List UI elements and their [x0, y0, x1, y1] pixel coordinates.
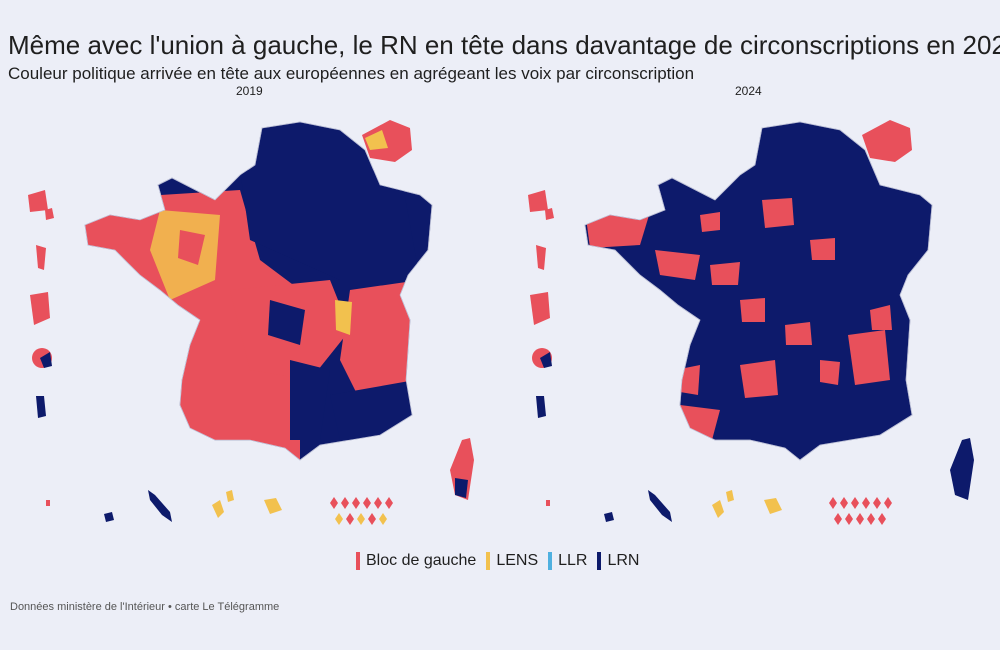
legend-swatch-gauche [356, 552, 360, 570]
region-gauche-rouen-2024 [700, 212, 720, 232]
map-2024-label: 2024 [735, 84, 762, 98]
legend: Bloc de gauche LENS LLR LRN [356, 552, 639, 570]
region-gauche-west-2019 [178, 230, 205, 265]
guadeloupe-2024 [528, 190, 548, 212]
legend-item-llr: LLR [548, 552, 587, 570]
region-rn-center-2019 [268, 300, 305, 345]
region-gauche-tours-2024 [710, 262, 740, 285]
guyane-2019 [30, 292, 50, 325]
consular-diamond [335, 513, 343, 525]
map-2019-label: 2019 [236, 84, 263, 98]
consular-diamond [845, 513, 853, 525]
legend-swatch-rn [597, 552, 602, 570]
region-gauche-grenoble-2024 [870, 305, 892, 330]
source-note: Données ministère de l'Intérieur • carte… [10, 601, 280, 613]
region-gauche-limoges-2024 [740, 298, 765, 322]
paris-inset-2019 [362, 120, 412, 162]
region-gauche-toulouse-2024 [740, 360, 778, 398]
small-territory-2024 [546, 500, 550, 506]
legend-item-rn: LRN [597, 552, 639, 570]
region-ens-lyon-2019 [335, 300, 352, 335]
new-caledonia-2024 [648, 490, 672, 522]
france-mainland-2024 [584, 121, 933, 461]
region-gauche-brittany-2024 [585, 210, 650, 248]
map-2019 [28, 120, 474, 525]
consular-diamond [862, 497, 870, 509]
polynesia-2019 [212, 500, 224, 518]
consular-diamond [363, 497, 371, 509]
consular-diamond [884, 497, 892, 509]
region-gauche-lyon-2024 [848, 330, 890, 385]
consular-diamond [346, 513, 354, 525]
consular-diamond [330, 497, 338, 509]
region-gauche-bordeaux-2024 [675, 365, 700, 395]
legend-swatch-llr [548, 552, 553, 570]
legend-item-gauche: Bloc de gauche [356, 552, 476, 570]
region-gauche-dijon-2024 [810, 238, 835, 260]
region-rn-se-2019 [330, 380, 415, 440]
consular-diamond [834, 513, 842, 525]
legend-label-llr: LLR [558, 552, 588, 569]
polynesia-2024 [712, 500, 724, 518]
foreign-consular-2019 [330, 497, 393, 525]
chart-title: Même avec l'union à gauche, le RN en têt… [8, 30, 1000, 60]
region-rn-sw-2019 [290, 360, 330, 440]
legend-label-rn: LRN [607, 552, 640, 569]
consular-diamond [867, 513, 875, 525]
mayotte-2019 [36, 396, 46, 418]
paris-inset-2024 [862, 120, 912, 162]
small-territory-2019 [46, 500, 50, 506]
consular-diamond [878, 513, 886, 525]
mayotte-2024 [536, 396, 546, 418]
consular-diamond [341, 497, 349, 509]
consular-diamond [374, 497, 382, 509]
map-2024 [528, 120, 974, 525]
region-gauche-nantes-2024 [655, 250, 700, 280]
region-rn-north-2019 [240, 170, 420, 280]
martinique-2019 [36, 245, 46, 270]
consular-diamond [840, 497, 848, 509]
consular-diamond [829, 497, 837, 509]
corsica-2024 [950, 438, 974, 500]
consular-diamond [851, 497, 859, 509]
wallis-2024 [764, 498, 782, 514]
consular-diamond [385, 497, 393, 509]
new-caledonia-2019 [148, 490, 172, 522]
consular-diamond [856, 513, 864, 525]
consular-diamond [352, 497, 360, 509]
wallis-2019 [264, 498, 282, 514]
martinique-2024 [536, 245, 546, 270]
foreign-consular-2024 [829, 497, 892, 525]
region-gauche-paris-2024 [762, 198, 794, 228]
region-gauche-montpellier-2024 [820, 360, 840, 385]
legend-swatch-ens [486, 552, 491, 570]
guadeloupe-2019 [28, 190, 48, 212]
guyane-2024 [530, 292, 550, 325]
chart-subtitle: Couleur politique arrivée en tête aux eu… [8, 64, 695, 83]
consular-diamond [379, 513, 387, 525]
legend-label-ens: LENS [496, 552, 539, 569]
consular-diamond [357, 513, 365, 525]
legend-item-ens: LENS [486, 552, 538, 570]
consular-diamond [873, 497, 881, 509]
consular-diamond [368, 513, 376, 525]
legend-label-gauche: Bloc de gauche [366, 552, 477, 569]
region-gauche-center-2024 [785, 322, 812, 345]
